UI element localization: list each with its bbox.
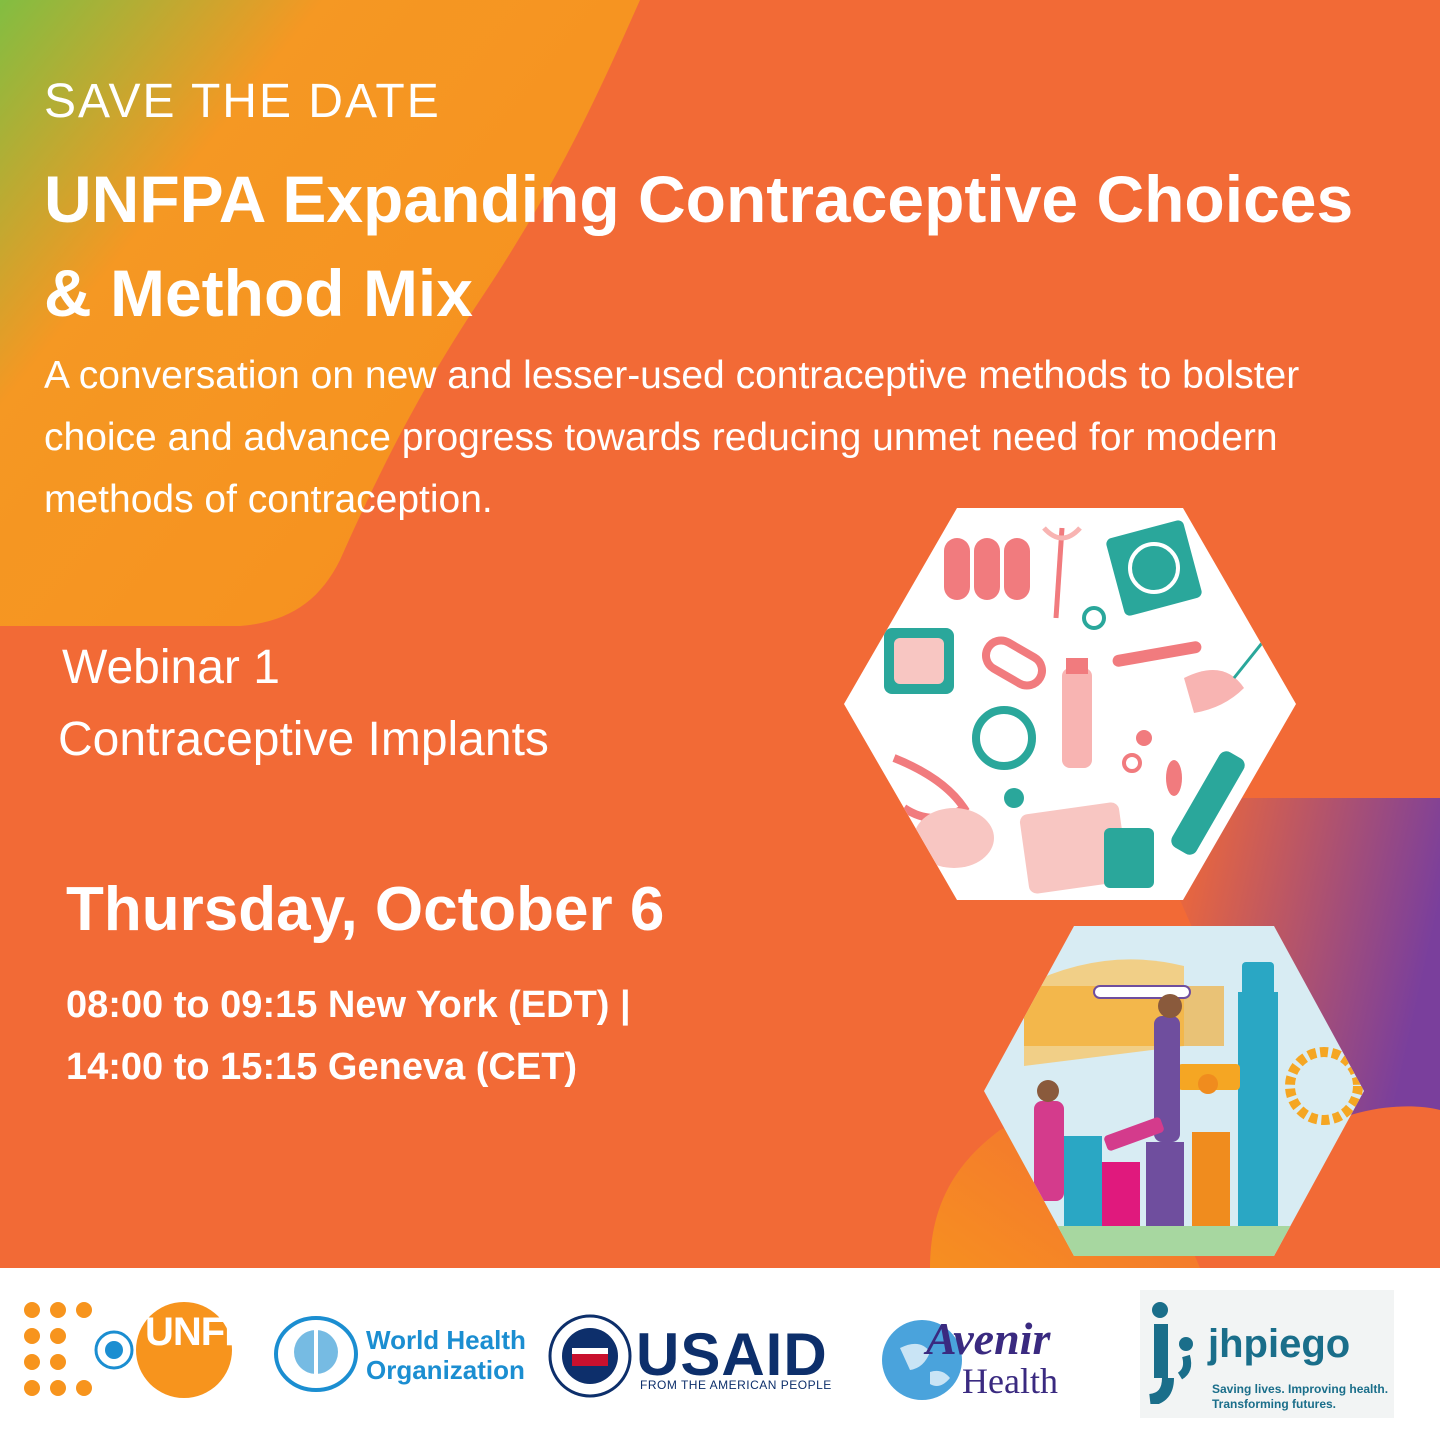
avenir-logo-text-line2: Health (962, 1361, 1058, 1401)
usaid-seal-icon (548, 1314, 632, 1398)
event-title: UNFPA Expanding Contraceptive Choices & … (44, 162, 1354, 330)
progress-chart-illustration (984, 926, 1364, 1256)
jhpiego-mark-icon (1148, 1302, 1193, 1404)
usaid-tagline: FROM THE AMERICAN PEOPLE (640, 1378, 832, 1392)
event-description: A conversation on new and lesser-used co… (44, 354, 1300, 521)
event-time-geneva: 14:00 to 15:15 Geneva (CET) (66, 1046, 578, 1088)
unfpa-logo-text: UNFPA (145, 1310, 276, 1354)
webinar-topic: Contraceptive Implants (58, 713, 549, 766)
event-date: Thursday, October 6 (66, 875, 665, 944)
event-banner: SAVE THE DATE UNFPA Expanding Contracept… (0, 0, 1440, 1268)
unfpa-logo (24, 1302, 232, 1398)
who-emblem-icon (274, 1316, 358, 1392)
contraceptive-methods-illustration (844, 508, 1296, 900)
eyebrow-text: SAVE THE DATE (44, 75, 441, 128)
globe-icon (882, 1320, 962, 1400)
avenir-logo-text-line1: Avenir (926, 1313, 1051, 1364)
usaid-logo-text: USAID (636, 1321, 828, 1388)
event-time-new-york: 08:00 to 09:15 New York (EDT) | (66, 984, 631, 1026)
jhpiego-tagline-line2: Transforming futures. (1212, 1397, 1337, 1411)
jhpiego-tagline-line1: Saving lives. Improving health. (1212, 1382, 1389, 1396)
who-logo-text-line1: World Health (366, 1325, 526, 1355)
un-emblem-icon (94, 1330, 134, 1370)
webinar-number: Webinar 1 (62, 641, 280, 694)
jhpiego-logo-text: jhpiego (1208, 1322, 1351, 1366)
who-logo-text-line2: Organization (366, 1355, 525, 1385)
jhpiego-logo (1140, 1290, 1394, 1418)
